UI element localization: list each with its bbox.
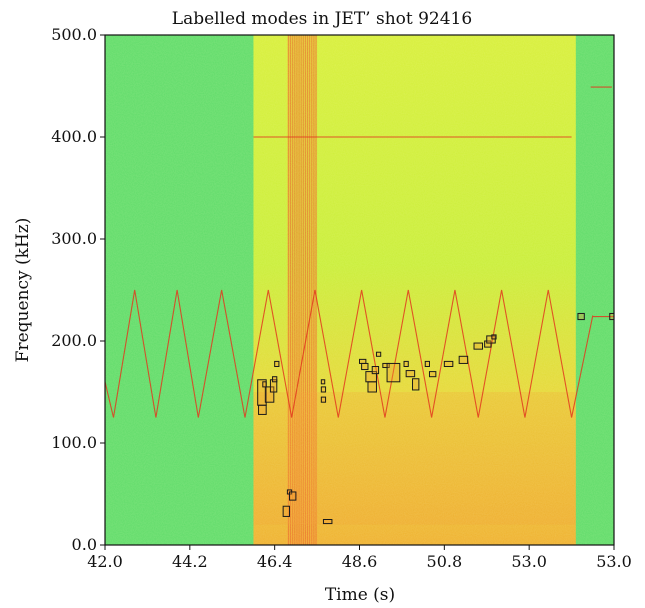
mode-label-box [359, 358, 367, 364]
mode-label-box [577, 312, 585, 321]
mode-label-box [361, 362, 369, 371]
y-tick-label: 100.0 [51, 433, 97, 452]
mode-label-box [272, 376, 278, 383]
y-tick-label: 200.0 [51, 331, 97, 350]
y-axis-label: Frequency (kHz) [13, 218, 33, 363]
mode-label-box [320, 379, 326, 385]
mode-label-box [269, 379, 278, 393]
mode-label-box [491, 334, 497, 340]
x-axis-label: Time (s) [325, 585, 395, 605]
chart-title: Labelled modes in JET’ shot 92416 [172, 9, 472, 29]
mode-label-box [371, 366, 380, 375]
mode-label-box [609, 312, 615, 321]
mode-label-box [289, 491, 297, 501]
mode-label-box [484, 340, 492, 348]
mode-label-box [375, 351, 382, 357]
mode-label-box [367, 381, 377, 393]
mode-label-box [258, 404, 267, 415]
mode-label-box [405, 370, 416, 378]
x-tick-label: 46.4 [257, 552, 293, 571]
x-tick-label: 42.0 [87, 552, 123, 571]
mode-line [104, 289, 594, 418]
mode-label-box [458, 355, 469, 364]
y-tick-label: 300.0 [51, 229, 97, 248]
mode-label-box [486, 335, 496, 344]
mode-label-box [443, 360, 454, 367]
mode-label-box [424, 360, 430, 367]
x-tick-label: 53.0 [596, 552, 632, 571]
mode-label-box [262, 381, 267, 388]
mode-label-box [282, 505, 291, 517]
mode-label-box [473, 342, 484, 350]
noise-texture [105, 35, 614, 545]
x-tick-label: 53.0 [511, 552, 547, 571]
mode-label-box [264, 386, 275, 403]
mode-label-box [320, 386, 327, 393]
mode-label-box [428, 371, 437, 378]
x-tick-label: 48.6 [342, 552, 378, 571]
mode-label-box [412, 378, 420, 391]
mode-label-box [365, 371, 377, 383]
mode-label-box [382, 362, 390, 369]
mode-label-box [274, 360, 280, 367]
plot-area [104, 34, 615, 546]
x-tick-label: 44.2 [172, 552, 208, 571]
mode-label-box [386, 362, 401, 383]
y-tick-label: 0.0 [72, 535, 97, 554]
y-tick-label: 400.0 [51, 127, 97, 146]
mode-label-box [403, 360, 409, 367]
mode-label-box [320, 396, 327, 403]
mode-label-box [322, 519, 333, 525]
x-tick-label: 50.8 [427, 552, 463, 571]
y-tick-label: 500.0 [51, 25, 97, 44]
